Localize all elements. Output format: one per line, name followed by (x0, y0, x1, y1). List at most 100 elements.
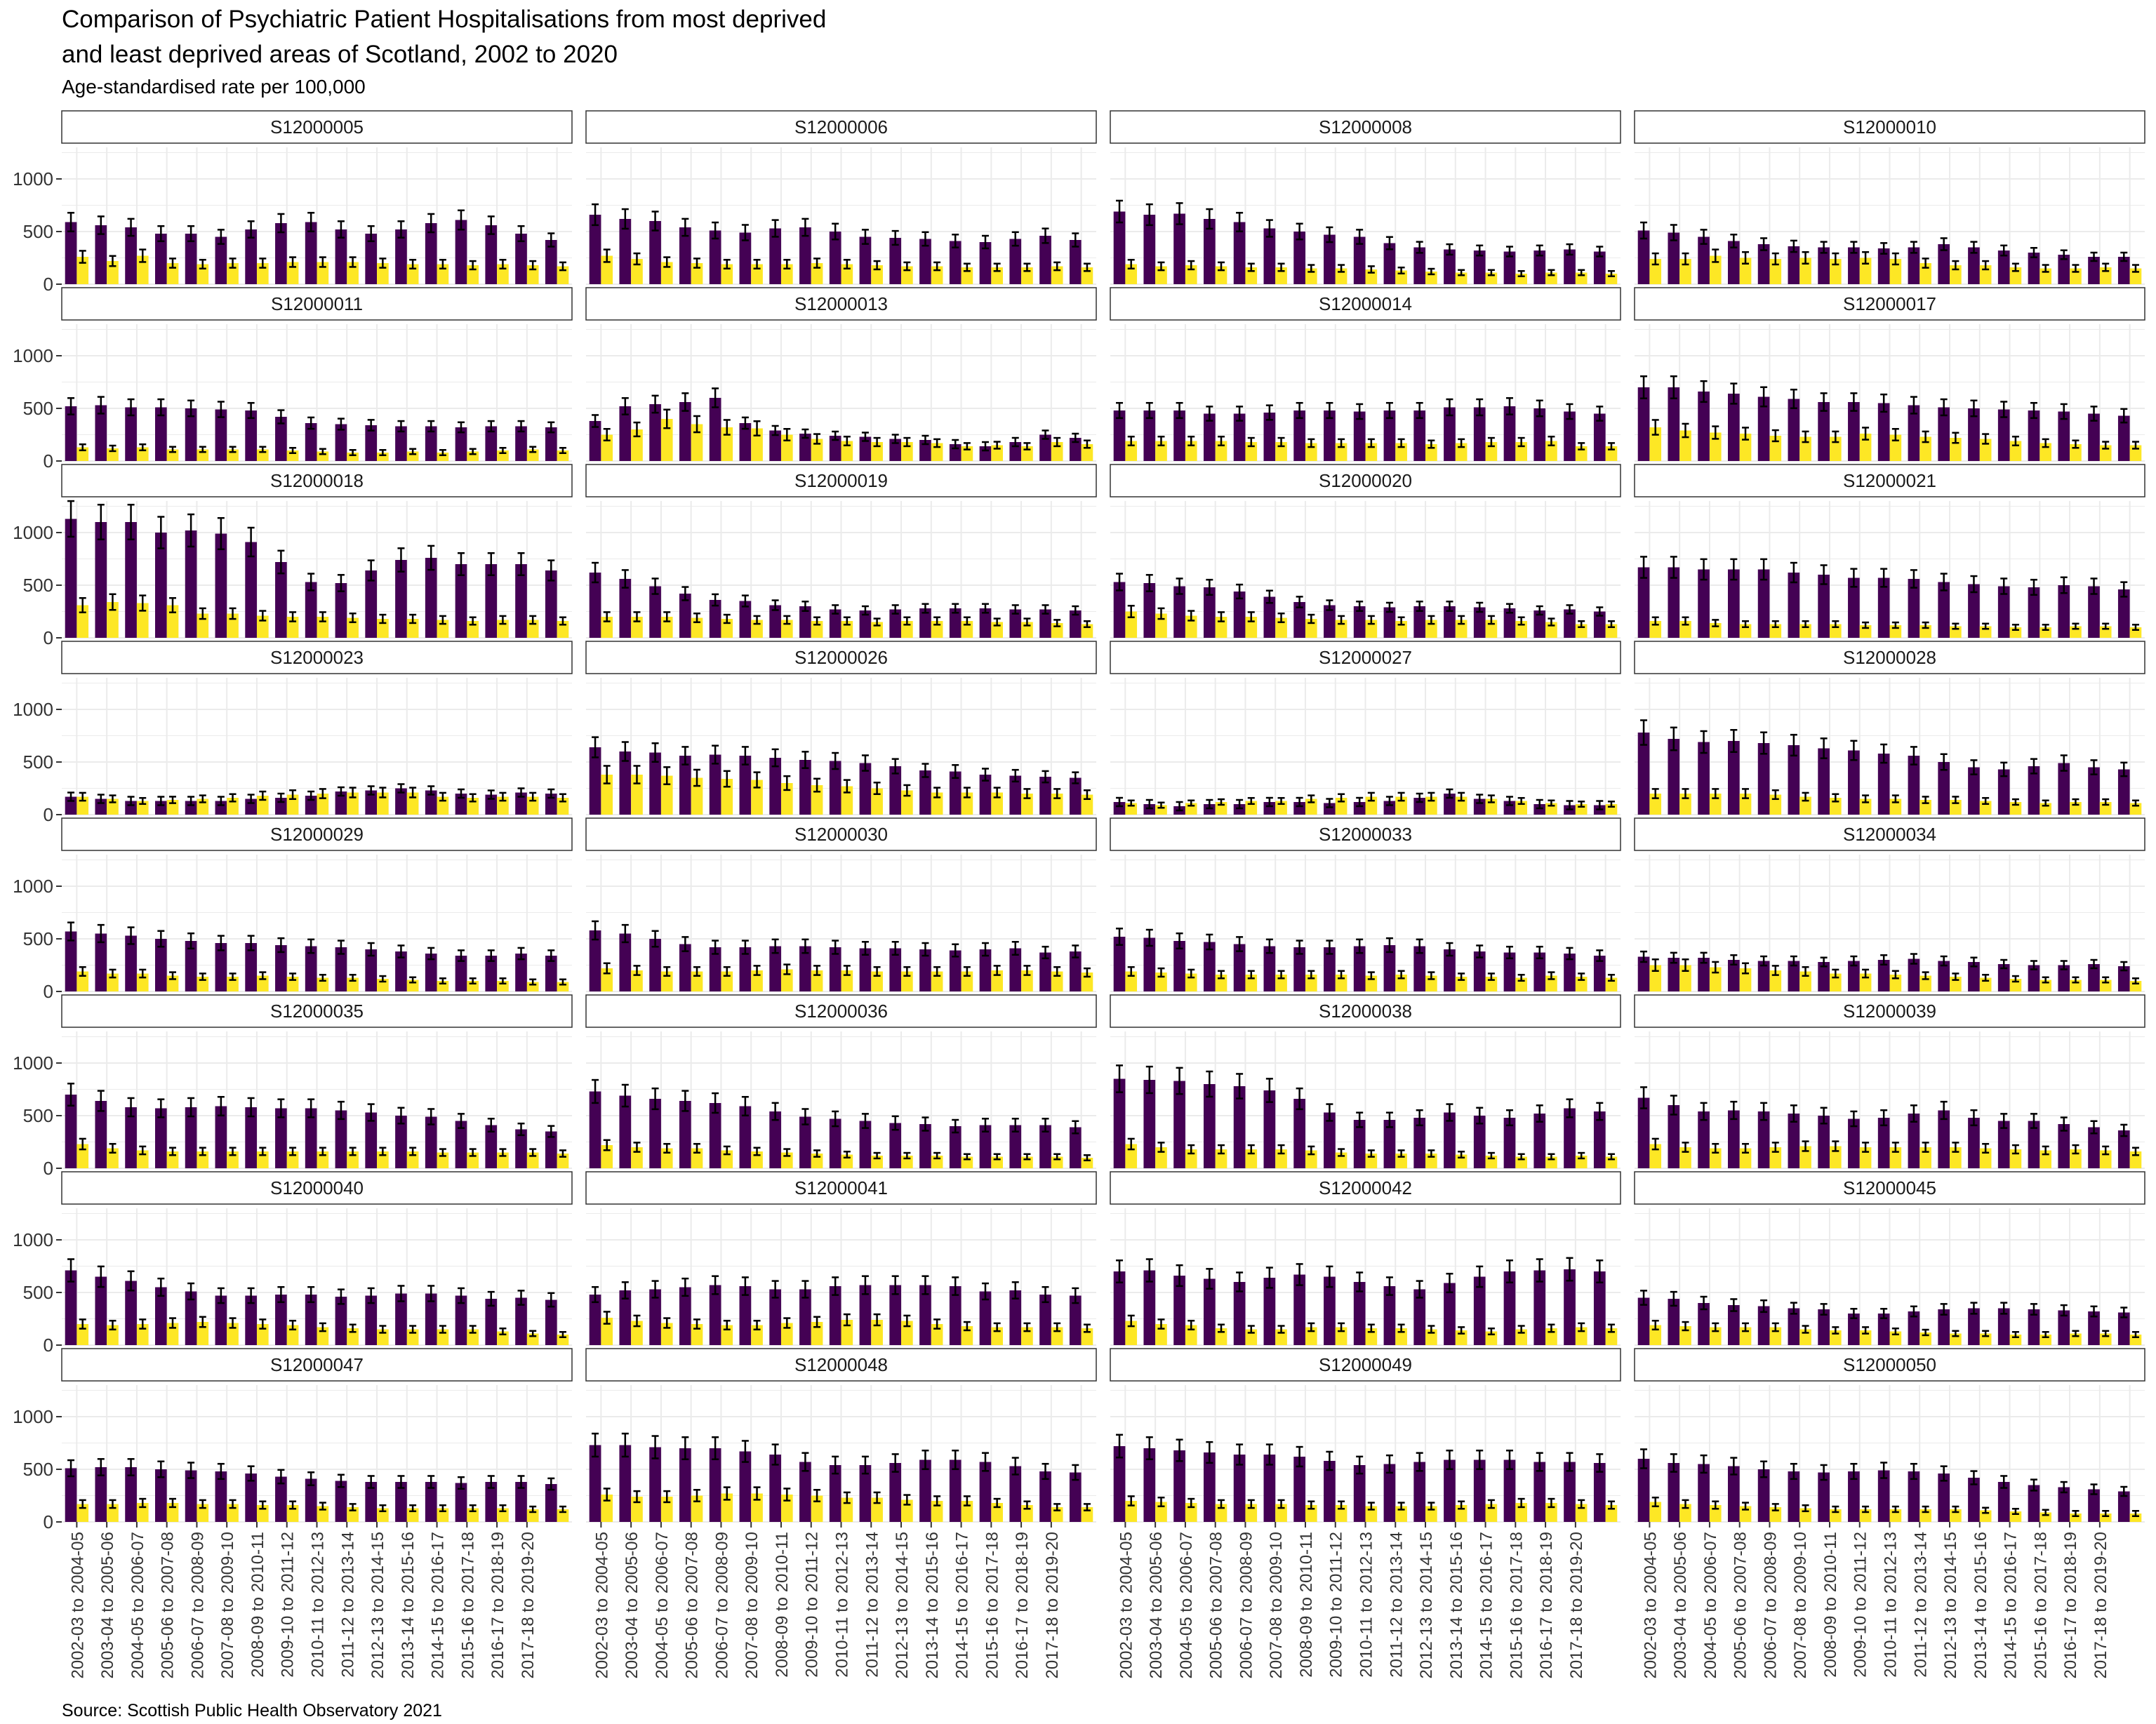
bar-most-deprived (1668, 1105, 1680, 1168)
bar-most-deprived (395, 788, 407, 815)
y-tick-label: 1000 (13, 168, 53, 189)
bar-most-deprived (125, 1107, 137, 1168)
facet-strip (585, 1171, 1097, 1205)
bar-least-deprived (691, 424, 703, 461)
bar-most-deprived (1788, 1114, 1800, 1168)
bar-most-deprived (1503, 1118, 1516, 1168)
bar-most-deprived (1293, 1274, 1305, 1345)
bar-most-deprived (1727, 1305, 1740, 1345)
y-tick-label: 500 (23, 221, 53, 242)
x-tick-label: 2007-08 to 2009-10 (218, 1532, 237, 1679)
bar-most-deprived (1668, 958, 1680, 991)
bar-most-deprived (679, 1101, 691, 1168)
bar-most-deprived (1324, 410, 1336, 461)
bar-most-deprived (1908, 405, 1920, 461)
facet-strip (1634, 641, 2145, 674)
bar-most-deprived (1668, 567, 1680, 638)
bar-most-deprived (1263, 946, 1276, 991)
bar-most-deprived (1908, 247, 1920, 284)
bar-most-deprived (1877, 754, 1890, 815)
bar-most-deprived (889, 1463, 902, 1522)
bar-most-deprived (545, 570, 557, 638)
bar-most-deprived (1788, 573, 1800, 638)
bar-most-deprived (1009, 948, 1022, 991)
bar-most-deprived (1533, 1114, 1546, 1168)
bar-most-deprived (154, 1287, 167, 1345)
bar-most-deprived (949, 241, 961, 284)
x-tick-label: 2004-05 to 2006-07 (128, 1532, 147, 1679)
x-tick-label: 2007-08 to 2009-10 (743, 1532, 761, 1679)
bar-most-deprived (1413, 946, 1426, 991)
facet-panel-S12000038: S12000038 (1110, 994, 1621, 1169)
facet-panel-S12000045: S12000045 (1634, 1171, 2145, 1346)
bar-most-deprived (1444, 606, 1456, 638)
bar-most-deprived (619, 1290, 632, 1345)
bar-most-deprived (395, 951, 407, 991)
facet-strip (1634, 994, 2145, 1028)
bar-most-deprived (1698, 392, 1710, 461)
bar-most-deprived (1848, 1118, 1860, 1168)
bar-most-deprived (65, 519, 77, 638)
bar-most-deprived (1908, 958, 1920, 991)
bar-most-deprived (1293, 1099, 1305, 1168)
bar-most-deprived (275, 417, 287, 461)
bar-most-deprived (1908, 1311, 1920, 1345)
bar-most-deprived (455, 1483, 467, 1522)
bar-most-deprived (1637, 387, 1650, 461)
bar-least-deprived (631, 775, 643, 815)
bar-most-deprived (305, 1478, 317, 1522)
y-tick-label: 0 (44, 627, 53, 648)
facet-strip-label: S12000038 (1319, 1001, 1412, 1022)
bar-most-deprived (95, 933, 107, 991)
y-tick-label: 500 (23, 1105, 53, 1126)
bar-most-deprived (365, 1112, 378, 1168)
bar-most-deprived (1938, 961, 1950, 991)
bar-most-deprived (425, 1116, 437, 1168)
bar-most-deprived (829, 1465, 841, 1522)
bar-most-deprived (185, 530, 197, 638)
bar-most-deprived (485, 1299, 498, 1345)
facet-panel-S12000013: S12000013 (585, 287, 1097, 462)
bar-most-deprived (305, 1108, 317, 1168)
bar-most-deprived (425, 223, 437, 284)
bar-most-deprived (919, 1124, 931, 1168)
bar-most-deprived (1444, 949, 1456, 991)
bar-most-deprived (305, 1295, 317, 1345)
bar-most-deprived (1877, 960, 1890, 991)
bar-most-deprived (1113, 802, 1126, 815)
bar-most-deprived (335, 1297, 347, 1345)
bar-most-deprived (515, 1297, 527, 1345)
bar-most-deprived (1233, 222, 1246, 284)
bar-most-deprived (275, 1295, 287, 1345)
bar-most-deprived (1877, 1314, 1890, 1345)
facet-panel-S12000042: S12000042 (1110, 1171, 1621, 1346)
facet-strip (61, 110, 573, 144)
bar-most-deprived (515, 426, 527, 461)
x-tick-label: 2011-12 to 2013-14 (338, 1532, 357, 1678)
bar-most-deprived (1143, 937, 1156, 991)
bar-most-deprived (1263, 1278, 1276, 1345)
x-tick-label: 2002-03 to 2004-05 (592, 1532, 611, 1679)
x-tick-label: 2012-13 to 2014-15 (368, 1532, 387, 1679)
bar-most-deprived (305, 946, 317, 991)
bar-most-deprived (1757, 1306, 1770, 1345)
facet-panel-S12000035: S12000035 0 500 1000 (13, 994, 573, 1179)
bar-most-deprived (545, 1131, 557, 1168)
facet-strip (585, 287, 1097, 321)
bar-most-deprived (799, 606, 811, 638)
bar-most-deprived (95, 1276, 107, 1345)
facet-strip-label: S12000047 (270, 1354, 364, 1375)
x-tick-label: 2005-06 to 2007-08 (683, 1532, 702, 1679)
bar-most-deprived (2058, 1124, 2070, 1168)
bar-most-deprived (95, 1101, 107, 1168)
bar-most-deprived (889, 948, 902, 991)
bar-most-deprived (1848, 402, 1860, 461)
bar-most-deprived (889, 766, 902, 815)
bar-most-deprived (215, 1295, 227, 1345)
bar-most-deprived (395, 1116, 407, 1168)
bar-most-deprived (619, 579, 632, 638)
bar-most-deprived (1997, 1121, 2010, 1168)
bar-most-deprived (1413, 1118, 1426, 1168)
bar-most-deprived (979, 775, 992, 815)
bar-most-deprived (275, 1108, 287, 1168)
